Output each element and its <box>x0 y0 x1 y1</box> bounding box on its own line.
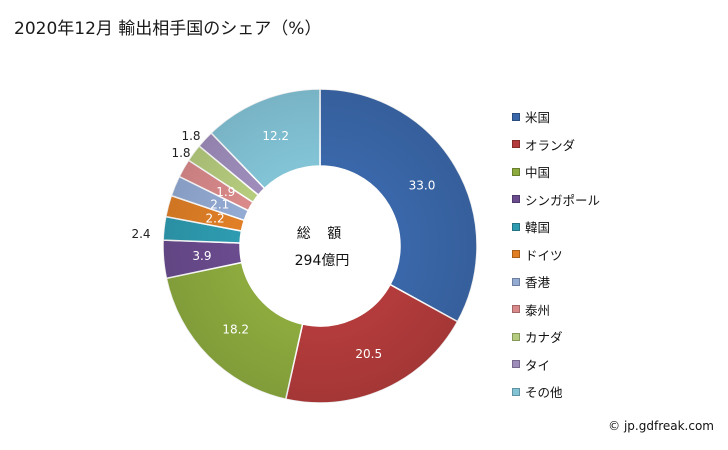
legend: 米国オランダ中国シンガポール 韓国ドイツ香港泰州カナダタイその他 <box>512 103 600 406</box>
legend-item-6: ドイツ <box>512 241 600 269</box>
data-label-3: 18.2 <box>222 322 249 336</box>
legend-label-9: カナダ <box>525 330 563 346</box>
legend-item-1: 米国 <box>512 103 600 131</box>
legend-swatch-3 <box>512 167 520 176</box>
data-label-7: 2.1 <box>210 197 229 211</box>
center-label-amount: 294億円 <box>294 253 350 269</box>
data-label-6: 2.2 <box>206 211 225 225</box>
data-label-10: 1.8 <box>181 129 200 143</box>
legend-label-11: その他 <box>525 385 563 401</box>
legend-swatch-5 <box>512 222 520 231</box>
legend-label-5: 韓国 <box>525 220 551 236</box>
legend-item-10: タイ <box>512 351 600 379</box>
data-label-4: 3.9 <box>192 249 211 263</box>
legend-item-3: 中国 <box>512 158 600 186</box>
donut-hole <box>240 166 400 326</box>
legend-swatch-9 <box>512 332 520 341</box>
legend-item-9: カナダ <box>512 323 600 351</box>
legend-label-10: タイ <box>525 357 551 373</box>
data-label-1: 33.0 <box>409 179 436 193</box>
legend-swatch-1 <box>512 112 520 121</box>
legend-swatch-7 <box>512 277 520 286</box>
credit-text: © jp.gdfreak.com <box>608 419 714 433</box>
legend-swatch-11 <box>512 387 520 396</box>
data-label-8: 1.9 <box>216 185 235 199</box>
legend-label-2: オランダ <box>525 137 576 153</box>
legend-label-3: 中国 <box>525 165 551 181</box>
legend-label-8: 泰州 <box>525 302 551 318</box>
legend-swatch-2 <box>512 140 520 149</box>
legend-swatch-10 <box>512 360 520 369</box>
legend-swatch-6 <box>512 250 520 259</box>
chart-title: 2020年12月 輸出相手国のシェア（%） <box>14 19 322 39</box>
legend-swatch-8 <box>512 305 520 314</box>
legend-label-6: ドイツ <box>525 247 563 263</box>
data-label-11: 12.2 <box>262 129 289 143</box>
data-label-9: 1.8 <box>171 146 190 160</box>
legend-label-4: シンガポール <box>525 192 601 208</box>
legend-item-8: 泰州 <box>512 296 600 324</box>
center-label-total: 総 額 <box>296 226 348 242</box>
legend-item-5: 韓国 <box>512 213 600 241</box>
legend-item-4: シンガポール <box>512 186 600 214</box>
legend-label-7: 香港 <box>525 275 551 291</box>
legend-swatch-4 <box>512 195 520 204</box>
legend-item-2: オランダ <box>512 131 600 159</box>
data-label-2: 20.5 <box>355 347 382 361</box>
legend-label-1: 米国 <box>525 110 551 126</box>
legend-item-7: 香港 <box>512 268 600 296</box>
data-label-5: 2.4 <box>131 227 150 241</box>
legend-item-11: その他 <box>512 378 600 406</box>
